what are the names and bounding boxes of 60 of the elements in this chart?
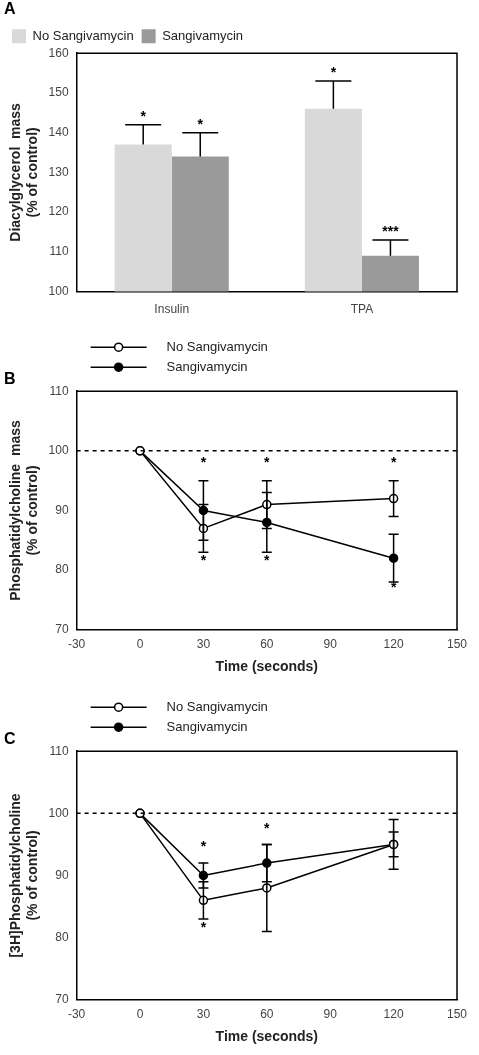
x-axis-title: Time (seconds)	[215, 658, 319, 675]
y-tick-label: 150	[48, 85, 69, 100]
annotation: *	[390, 578, 397, 595]
y-tick-label: 90	[55, 502, 69, 517]
legend-label: No Sangivamycin	[166, 698, 268, 714]
x-tick-label: Insulin	[154, 302, 190, 317]
annotation: *	[140, 107, 147, 124]
legend-label: Sangivamycin	[166, 718, 248, 734]
x-tick-label: 90	[323, 1007, 338, 1022]
y-tick-label: 70	[55, 992, 69, 1007]
annotation: *	[330, 63, 337, 80]
y-tick-label: 110	[49, 383, 69, 398]
x-tick-label: 60	[260, 637, 274, 652]
x-tick-label: TPA	[350, 302, 374, 317]
y-tick-label: 80	[55, 562, 69, 577]
x-tick-label: 30	[196, 1007, 211, 1022]
annotation: *	[264, 552, 271, 569]
y-tick-label: 140	[48, 124, 69, 139]
x-tick-label: -30	[67, 637, 86, 652]
y-tick-label: 160	[48, 45, 69, 60]
y-tick-label: 120	[48, 204, 69, 219]
x-tick-label: 60	[260, 1007, 274, 1022]
y-tick-label: 80	[55, 929, 69, 944]
x-tick-label: 120	[383, 637, 404, 652]
chart-title: A	[4, 0, 16, 18]
x-tick-label: -30	[67, 1007, 86, 1022]
legend-label: No Sangivamycin	[32, 27, 134, 43]
x-tick-label: 30	[196, 637, 211, 652]
x-tick-label: 150	[446, 1007, 468, 1022]
x-tick-label: 0	[136, 1007, 144, 1022]
annotation: *	[390, 453, 397, 470]
chart-title: C	[4, 730, 16, 748]
y-tick-label: 110	[49, 743, 69, 758]
x-tick-label: 120	[383, 1007, 404, 1022]
annotation: *	[200, 838, 207, 855]
y-tick-label: 130	[48, 164, 69, 179]
chart-title: B	[4, 370, 16, 388]
x-axis-title: Time (seconds)	[215, 1028, 319, 1045]
legend-label: No Sangivamycin	[166, 338, 268, 354]
annotation: *	[200, 919, 207, 936]
annotation: *	[197, 115, 204, 132]
annotation: *	[200, 453, 207, 470]
y-tick-label: 100	[48, 283, 69, 298]
y-tick-label: 70	[55, 622, 69, 637]
annotation: *	[200, 552, 207, 569]
y-tick-label: 100	[48, 805, 69, 820]
legend-label: Sangivamycin	[166, 358, 248, 374]
legend-label: Sangivamycin	[162, 27, 244, 43]
x-tick-label: 0	[136, 637, 144, 652]
y-axis-title: [3H]Phosphatidylcholine (% of control)	[7, 793, 41, 958]
y-axis-title: Phosphatidylcholine mass (% of control)	[7, 420, 41, 601]
annotation: *	[264, 453, 271, 470]
y-tick-label: 100	[48, 443, 69, 458]
y-tick-label: 110	[49, 244, 69, 259]
x-tick-label: 90	[323, 637, 338, 652]
y-axis-title: Diacylglycerol mass (% of control)	[7, 102, 41, 242]
annotation: ***	[382, 222, 400, 239]
y-tick-label: 90	[55, 867, 69, 882]
annotation: *	[264, 819, 271, 836]
x-tick-label: 150	[446, 637, 468, 652]
